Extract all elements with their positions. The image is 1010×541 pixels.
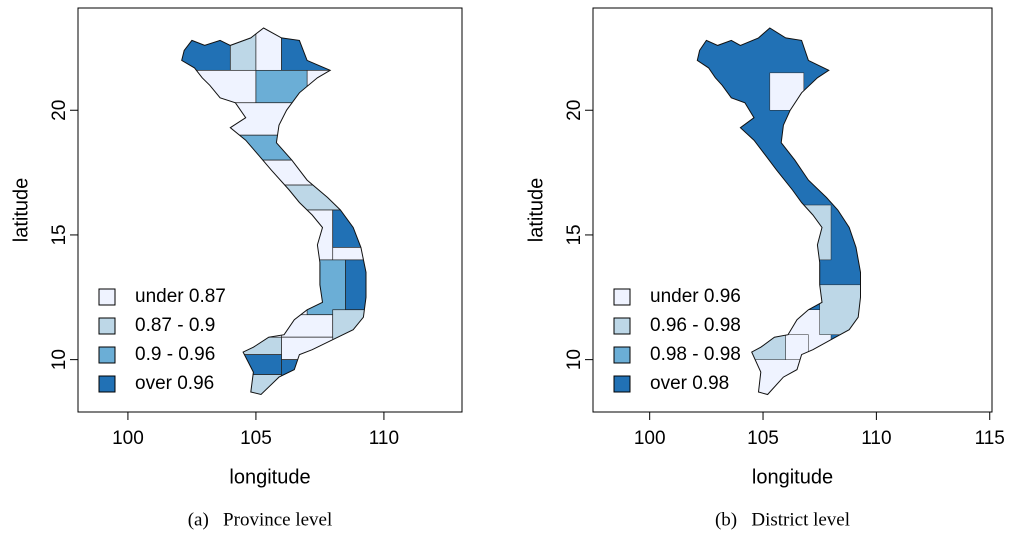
region [255,28,282,71]
region [740,334,786,360]
region [293,209,334,261]
region [281,314,334,338]
legend-label: under 0.87 [135,286,226,307]
y-tick-label: 10 [49,349,70,370]
region [281,359,308,385]
x-tick-label: 105 [240,428,272,449]
x-tick-label: 100 [634,428,666,449]
map-panel: 100 105 110 115 10 15 20 longitude latitude under… [525,7,1005,530]
legend-label: 0.9 - 0.96 [135,344,215,365]
x-tick-label: 100 [112,428,144,449]
legend-swatch [98,375,116,393]
x-axis-label: longitude [229,466,310,488]
region [229,374,282,395]
legend-swatch [613,346,631,364]
region [229,134,308,161]
legend-label: 0.96 - 0.98 [650,315,741,336]
x-tick-label: 105 [747,428,779,449]
region [217,102,295,136]
legend-label: under 0.96 [650,286,741,307]
legend-swatch [613,288,631,306]
region [785,334,809,360]
legend-swatch [613,375,631,393]
legend-swatch [98,288,116,306]
region [281,336,334,360]
legend-label: over 0.96 [135,373,214,394]
region [819,284,861,335]
caption: (a) Province level [188,509,333,530]
region [181,69,257,104]
region [229,354,282,375]
region [281,28,334,71]
country-outline [696,27,861,396]
region [796,204,832,261]
y-tick-label: 10 [564,349,585,370]
legend-swatch [98,317,116,335]
legend-swatch [98,346,116,364]
region [255,69,308,104]
x-tick-label: 115 [975,428,1005,449]
y-axis-label: latitude [10,178,32,243]
region [229,28,257,71]
y-tick-label: 15 [49,224,70,245]
legend-label: 0.87 - 0.9 [135,315,215,336]
plot-frame [592,7,993,413]
x-tick-label: 110 [369,428,399,449]
legend-label: 0.98 - 0.98 [650,344,741,365]
country-outline [181,27,367,396]
y-tick-label: 20 [564,100,585,121]
region [332,309,366,348]
y-tick-label: 15 [564,224,585,245]
region [769,72,805,111]
map-panel: 100 105 110 10 15 20 longitude latitude under 0.… [10,7,463,530]
x-axis-label: longitude [752,466,833,488]
legend-label: over 0.98 [650,373,729,394]
caption: (b) District level [715,509,850,530]
legend-swatch [613,317,631,335]
plot-frame [77,7,463,413]
x-tick-label: 110 [861,428,891,449]
y-axis-label: latitude [525,178,547,243]
y-tick-label: 20 [49,100,70,121]
